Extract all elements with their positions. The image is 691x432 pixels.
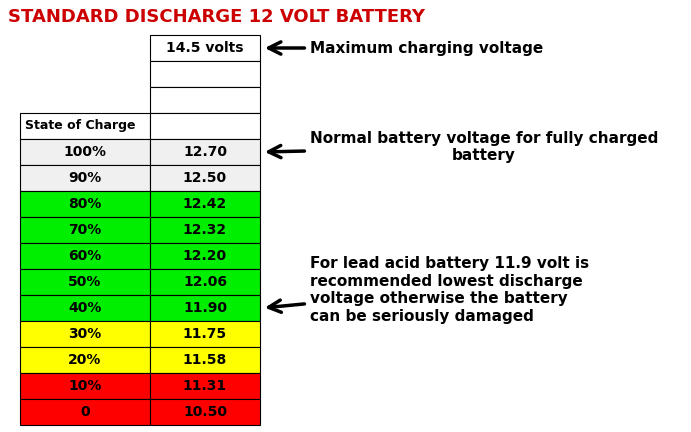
Text: For lead acid battery 11.9 volt is
recommended lowest discharge
voltage otherwis: For lead acid battery 11.9 volt is recom… [269,257,589,324]
Text: 20%: 20% [68,353,102,367]
Text: 0: 0 [80,405,90,419]
Text: State of Charge: State of Charge [25,120,135,133]
Text: 80%: 80% [68,197,102,211]
Bar [20,87,150,113]
Bar [20,373,150,399]
Bar [150,295,260,321]
Bar [150,217,260,243]
Text: Normal battery voltage for fully charged
battery: Normal battery voltage for fully charged… [269,131,659,163]
Text: 12.06: 12.06 [183,275,227,289]
Text: 12.50: 12.50 [183,171,227,185]
Bar [150,87,260,113]
Bar [150,373,260,399]
Bar [20,165,150,191]
Text: STANDARD DISCHARGE 12 VOLT BATTERY: STANDARD DISCHARGE 12 VOLT BATTERY [8,8,425,26]
Text: 12.42: 12.42 [183,197,227,211]
Bar [20,139,150,165]
Text: 90%: 90% [68,171,102,185]
Bar [20,321,150,347]
Bar [150,191,260,217]
Text: 11.58: 11.58 [183,353,227,367]
Bar [150,139,260,165]
Text: 50%: 50% [68,275,102,289]
Text: 11.90: 11.90 [183,301,227,315]
Bar [150,269,260,295]
Bar [150,347,260,373]
Bar [150,399,260,425]
Text: 100%: 100% [64,145,106,159]
Bar [150,35,260,61]
Text: 60%: 60% [68,249,102,263]
Text: 10%: 10% [68,379,102,393]
Text: 40%: 40% [68,301,102,315]
Text: 10.50: 10.50 [183,405,227,419]
Bar [20,191,150,217]
Bar [150,113,260,139]
Bar [150,321,260,347]
Text: 70%: 70% [68,223,102,237]
Bar [150,61,260,87]
Bar [20,347,150,373]
Bar [20,217,150,243]
Text: 12.20: 12.20 [183,249,227,263]
Bar [20,61,150,87]
Bar [20,269,150,295]
Text: 30%: 30% [68,327,102,341]
Text: 14.5 volts: 14.5 volts [167,41,244,55]
Bar [20,295,150,321]
Bar [150,243,260,269]
Bar [20,399,150,425]
Text: 11.31: 11.31 [183,379,227,393]
Text: Maximum charging voltage: Maximum charging voltage [269,41,543,55]
Bar [20,243,150,269]
Text: 12.32: 12.32 [183,223,227,237]
Bar [150,165,260,191]
Bar [20,113,150,139]
Text: 11.75: 11.75 [183,327,227,341]
Text: 12.70: 12.70 [183,145,227,159]
Bar [20,35,150,61]
